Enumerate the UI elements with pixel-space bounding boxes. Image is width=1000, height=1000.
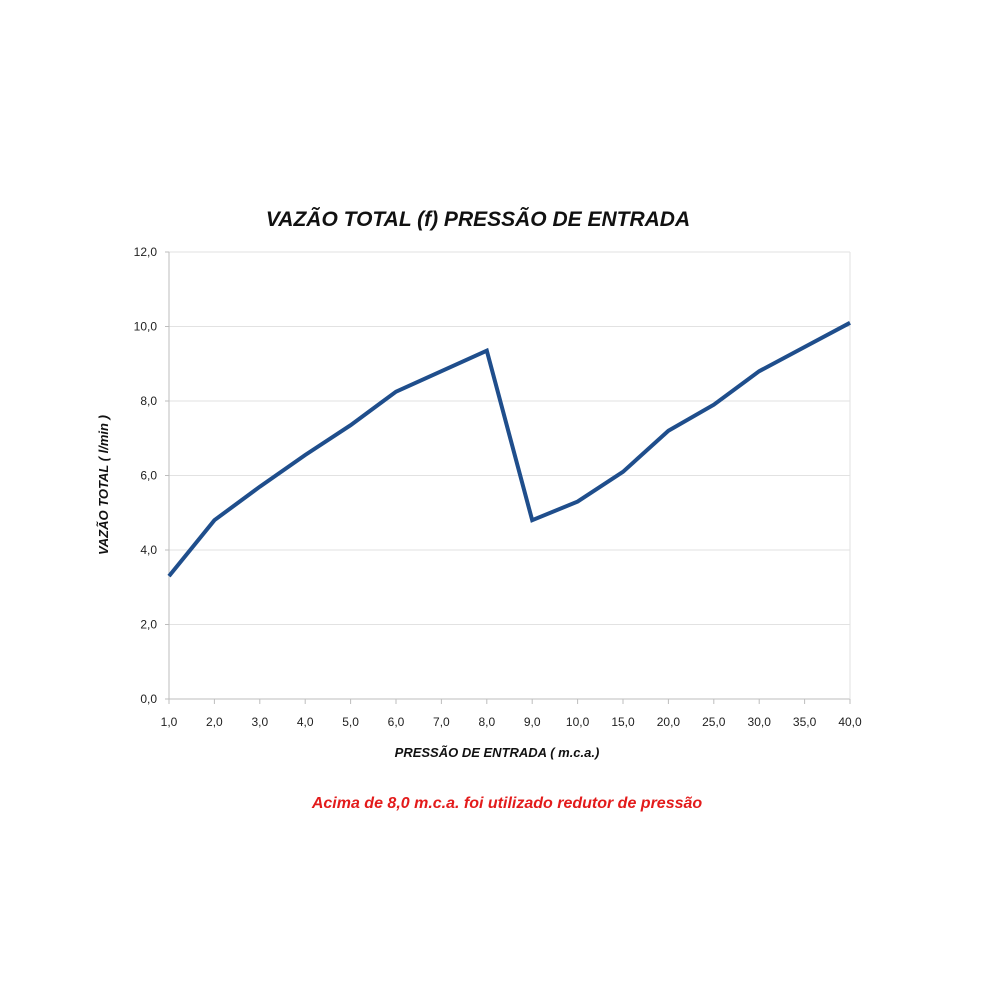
y-axis-label: VAZÃO TOTAL ( l/min ) (96, 415, 111, 555)
y-tick-label: 2,0 (140, 618, 157, 632)
y-tick-label: 4,0 (140, 543, 157, 557)
series-layer (167, 321, 851, 578)
series-line (167, 321, 851, 578)
x-tick-label: 15,0 (611, 715, 635, 729)
y-tick-label: 10,0 (134, 320, 158, 334)
x-tick-label: 8,0 (478, 715, 495, 729)
x-axis-label: PRESSÃO DE ENTRADA ( m.c.a.) (395, 745, 600, 760)
x-tick-label: 7,0 (433, 715, 450, 729)
x-tick-label: 40,0 (838, 715, 862, 729)
x-tick-label: 25,0 (702, 715, 726, 729)
y-tick-label: 12,0 (134, 245, 158, 259)
x-tick-label: 3,0 (251, 715, 268, 729)
x-tick-label: 4,0 (297, 715, 314, 729)
x-tick-label: 35,0 (793, 715, 817, 729)
x-tick-label: 6,0 (388, 715, 405, 729)
x-tick-label: 1,0 (161, 715, 178, 729)
x-tick-label: 10,0 (566, 715, 590, 729)
note-text: Acima de 8,0 m.c.a. foi utilizado reduto… (311, 795, 703, 812)
y-tick-labels: 0,0 2,0 4,0 6,0 8,0 10,0 12,0 (134, 245, 158, 706)
y-tick-label: 6,0 (140, 469, 157, 483)
y-tick-label: 0,0 (140, 692, 157, 706)
x-tick-label: 5,0 (342, 715, 359, 729)
y-tick-label: 8,0 (140, 394, 157, 408)
grid-layer (165, 251, 851, 704)
x-tick-label: 20,0 (657, 715, 681, 729)
x-tick-label: 30,0 (748, 715, 772, 729)
x-tick-labels: 1,0 2,0 3,0 4,0 5,0 6,0 7,0 8,0 9,0 10,0 15,0 20,0 2… (161, 715, 862, 729)
x-tick-label: 2,0 (206, 715, 223, 729)
chart-title: VAZÃO TOTAL (f) PRESSÃO DE ENTRADA (266, 208, 690, 231)
x-tick-label: 9,0 (524, 715, 541, 729)
